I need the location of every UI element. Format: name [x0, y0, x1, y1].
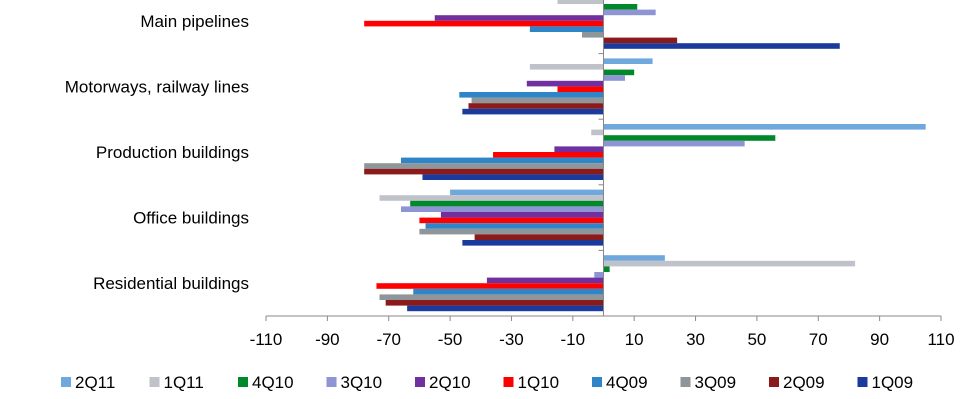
- bar-1q10-1: [557, 86, 604, 92]
- bar-3q09-1: [471, 97, 604, 104]
- bar-3q10-1: [603, 75, 625, 81]
- legend: 2Q11 1Q11 4Q10 3Q10 2Q10 1Q10 4Q09 3Q09 2Q09 1Q09: [61, 373, 913, 392]
- bar-4q09-0: [529, 26, 604, 32]
- bar-1q11-3: [379, 195, 604, 201]
- bar-3q10-3: [401, 206, 604, 212]
- bar-4q09-1: [459, 92, 604, 98]
- x-tick-label: -50: [438, 330, 463, 349]
- bar-4q10-0: [603, 4, 638, 10]
- bar-2q11-1: [603, 58, 653, 64]
- bar-3q09-2: [364, 163, 604, 169]
- bar-3q10-2: [603, 140, 745, 147]
- x-tick-label: 10: [625, 330, 644, 349]
- bar-3q09-3: [419, 228, 604, 235]
- x-tick-label: -10: [561, 330, 586, 349]
- bar-3q09-0: [582, 32, 604, 38]
- bar-4q10-4: [603, 266, 610, 272]
- bar-1q11-0: [557, 0, 604, 4]
- bar-1q11-1: [529, 64, 604, 70]
- x-tick-label: -70: [376, 330, 401, 349]
- legend-label-4q09: 4Q09: [606, 373, 648, 392]
- bar-1q11-4: [603, 260, 856, 267]
- x-tick-label: -110: [250, 330, 283, 349]
- legend-swatch-4q10: [238, 377, 248, 387]
- legend-swatch-3q10: [326, 377, 337, 387]
- bar-1q10-3: [419, 217, 604, 224]
- bar-1q10-4: [376, 283, 604, 289]
- bar-1q09-1: [462, 108, 604, 115]
- bar-4q10-3: [410, 200, 604, 207]
- bar-4q10-2: [603, 135, 776, 141]
- category-labels: Main pipelines Motorways, railway lines Pr…: [65, 12, 249, 293]
- bar-2q09-2: [364, 168, 604, 175]
- legend-label-3q09: 3Q09: [695, 373, 737, 392]
- bar-2q10-3: [440, 212, 604, 218]
- legend-swatch-3q09: [680, 377, 691, 387]
- legend-label-2q11: 2Q11: [75, 373, 115, 392]
- bar-1q11-2: [591, 129, 604, 136]
- x-tick-labels: -110 -90 -70 -50 -30 -10 10 30 50 70 90 110: [250, 330, 955, 349]
- x-tick-label: -30: [499, 330, 524, 349]
- legend-swatch-1q11: [149, 377, 160, 387]
- bar-2q11-4: [603, 255, 665, 261]
- legend-label-1q09: 1Q09: [872, 373, 914, 392]
- legend-swatch-2q10: [415, 377, 425, 387]
- legend-swatch-2q09: [769, 377, 779, 387]
- category-label: Main pipelines: [140, 12, 249, 31]
- bar-2q10-4: [486, 277, 604, 284]
- bar-2q10-0: [434, 15, 604, 21]
- x-tick-label: 30: [686, 330, 705, 349]
- bars-layer: [364, 0, 926, 312]
- legend-label-4q10: 4Q10: [252, 373, 294, 392]
- bar-1q10-2: [493, 152, 604, 158]
- legend-label-2q10: 2Q10: [429, 373, 471, 392]
- legend-swatch-1q09: [857, 377, 868, 387]
- axes-layer: [265, 0, 942, 321]
- bar-1q09-0: [603, 43, 840, 49]
- x-tick-label: -90: [315, 330, 340, 349]
- bar-1q09-4: [407, 305, 604, 312]
- bar-2q10-1: [526, 80, 604, 87]
- category-label: Production buildings: [96, 143, 249, 162]
- bar-4q10-1: [603, 69, 635, 76]
- bar-3q10-0: [603, 9, 656, 16]
- bar-3q09-4: [379, 294, 604, 300]
- bar-1q09-3: [462, 240, 604, 246]
- legend-label-3q10: 3Q10: [341, 373, 383, 392]
- bar-1q10-0: [364, 20, 604, 27]
- bar-1q09-2: [422, 174, 604, 180]
- bar-2q09-0: [603, 37, 678, 44]
- x-tick-label: 90: [870, 330, 889, 349]
- legend-swatch-2q11: [61, 377, 71, 387]
- bar-4q09-2: [401, 157, 604, 164]
- bar-4q09-3: [425, 223, 604, 229]
- bar-2q11-3: [450, 189, 604, 196]
- x-tick-label: 70: [809, 330, 828, 349]
- bar-2q09-3: [474, 234, 604, 240]
- legend-swatch-4q09: [592, 377, 602, 387]
- legend-label-1q11: 1Q11: [164, 373, 204, 392]
- bar-4q09-4: [413, 288, 604, 295]
- legend-swatch-1q10: [503, 377, 514, 387]
- legend-label-2q09: 2Q09: [783, 373, 825, 392]
- bar-2q10-2: [554, 146, 604, 152]
- category-label: Motorways, railway lines: [65, 77, 249, 96]
- category-label: Office buildings: [133, 209, 249, 228]
- bar-2q09-1: [468, 103, 604, 109]
- x-tick-label: 50: [747, 330, 766, 349]
- bar-2q11-2: [603, 124, 926, 130]
- category-label: Residential buildings: [93, 274, 249, 293]
- x-tick-label: 110: [927, 330, 954, 349]
- bar-3q10-4: [594, 272, 604, 278]
- bar-2q09-4: [385, 300, 604, 306]
- legend-label-1q10: 1Q10: [518, 373, 560, 392]
